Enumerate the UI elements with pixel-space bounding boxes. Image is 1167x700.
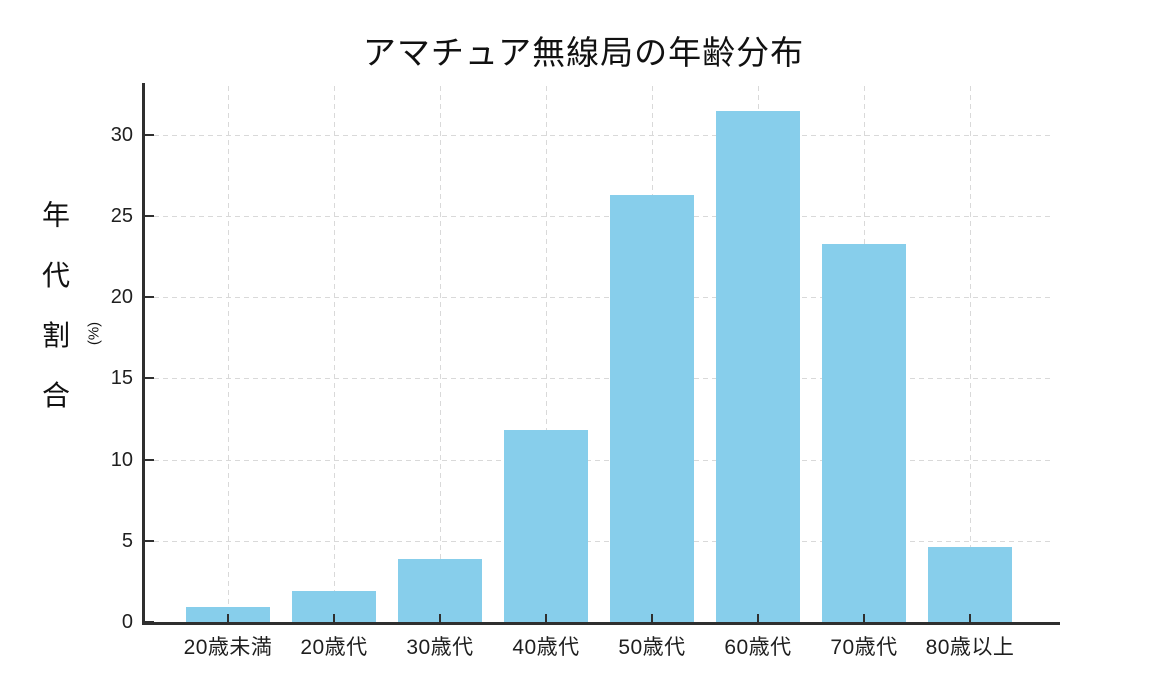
y-axis-unit: (%) <box>85 321 103 346</box>
plot-area <box>142 83 1060 625</box>
y-tick <box>145 458 154 461</box>
gridline-v <box>228 83 229 622</box>
y-tick-label: 25 <box>110 205 133 228</box>
gridline-v <box>440 83 441 622</box>
x-tick <box>333 614 335 622</box>
x-tick-label: 30歳代 <box>406 636 474 659</box>
x-tick-label: 60歳代 <box>724 636 792 659</box>
chart-bar <box>504 430 588 622</box>
x-tick-label: 50歳代 <box>618 636 686 659</box>
y-tick-label: 20 <box>110 286 133 309</box>
gridline-h <box>145 459 1053 461</box>
x-tick <box>757 614 759 622</box>
y-tick <box>145 215 154 218</box>
x-tick-label: 80歳以上 <box>925 636 1015 659</box>
y-tick-label: 15 <box>110 367 133 390</box>
chart-bar <box>716 110 800 622</box>
y-tick <box>145 377 154 380</box>
gridline-h <box>145 378 1053 380</box>
x-tick <box>863 614 865 622</box>
chart-bar <box>398 558 482 622</box>
chart-bar <box>610 195 694 622</box>
x-tick <box>651 614 653 622</box>
y-tick-label: 5 <box>121 529 133 552</box>
x-tick-label: 20歳代 <box>300 636 368 659</box>
x-tick-label: 40歳代 <box>512 636 580 659</box>
gridline-h <box>145 134 1053 136</box>
chart-bar <box>822 243 906 622</box>
y-axis-spine <box>142 83 145 625</box>
gridline-h <box>145 540 1053 542</box>
gridline-v <box>334 83 335 622</box>
x-tick <box>969 614 971 622</box>
chart-title: アマチュア無線局の年齢分布 <box>362 34 805 71</box>
y-tick-label: 0 <box>121 611 133 633</box>
x-tick-label: 20歳未満 <box>183 636 273 659</box>
gridline-v <box>546 83 547 622</box>
x-tick <box>227 614 229 622</box>
x-tick <box>545 614 547 622</box>
y-tick <box>145 539 154 542</box>
chart-bar <box>928 547 1012 622</box>
y-tick-label: 10 <box>110 448 133 471</box>
y-tick-label: 30 <box>110 123 133 146</box>
gridline-h <box>145 216 1053 218</box>
y-tick <box>145 296 154 299</box>
x-tick-label: 70歳代 <box>830 636 898 659</box>
bars-layer <box>145 83 1053 622</box>
gridline-v <box>970 83 971 622</box>
x-tick <box>439 614 441 622</box>
y-tick <box>145 133 154 136</box>
gridline-h <box>145 297 1053 299</box>
y-axis-label: 年代割合 <box>39 200 70 441</box>
x-axis-spine <box>142 622 1060 625</box>
ticks-layer <box>145 83 1053 623</box>
